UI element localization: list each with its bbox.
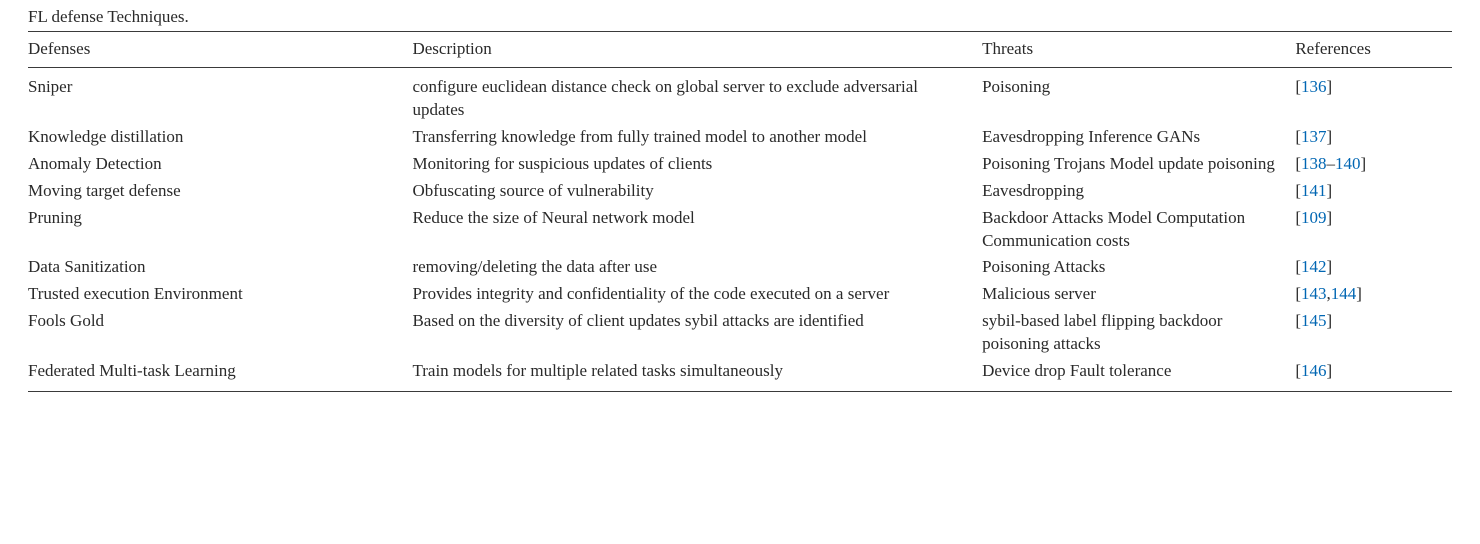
description-cell: Based on the diversity of client updates… [412, 308, 982, 358]
threats-cell: Poisoning Attacks [982, 254, 1295, 281]
table-row: Anomaly DetectionMonitoring for suspicio… [28, 151, 1452, 178]
threats-cell: sybil-based label flipping backdoor pois… [982, 308, 1295, 358]
description-cell: Transferring knowledge from fully traine… [412, 124, 982, 151]
reference-cell: [142] [1295, 257, 1332, 276]
defense-cell: Federated Multi-task Learning [28, 358, 412, 391]
col-header-description: Description [412, 31, 982, 67]
defense-cell: Fools Gold [28, 308, 412, 358]
reference-cell: [137] [1295, 127, 1332, 146]
table-row: Data Sanitizationremoving/deleting the d… [28, 254, 1452, 281]
description-cell: configure euclidean distance check on gl… [412, 67, 982, 123]
table-header-row: Defenses Description Threats References [28, 31, 1452, 67]
references-cell: [109] [1295, 205, 1452, 255]
defense-cell: Pruning [28, 205, 412, 255]
threats-cell: Eavesdropping [982, 178, 1295, 205]
reference-cell: [138–140] [1295, 154, 1366, 173]
defense-cell: Data Sanitization [28, 254, 412, 281]
references-cell: [143,144] [1295, 281, 1452, 308]
reference-link[interactable]: 143 [1301, 284, 1327, 303]
reference-link[interactable]: 144 [1331, 284, 1357, 303]
reference-cell: [141] [1295, 181, 1332, 200]
table-row: Moving target defenseObfuscating source … [28, 178, 1452, 205]
reference-cell: [145] [1295, 311, 1332, 330]
references-cell: [145] [1295, 308, 1452, 358]
fl-defense-table: Defenses Description Threats References … [28, 31, 1452, 392]
table-caption: FL defense Techniques. [28, 6, 1452, 29]
threats-cell: Poisoning Trojans Model update poisoning [982, 151, 1295, 178]
threats-cell: Device drop Fault tolerance [982, 358, 1295, 391]
reference-link[interactable]: 146 [1301, 361, 1327, 380]
col-header-threats: Threats [982, 31, 1295, 67]
table-body: Sniperconfigure euclidean distance check… [28, 67, 1452, 391]
defense-cell: Anomaly Detection [28, 151, 412, 178]
table-container: FL defense Techniques. Defenses Descript… [0, 0, 1480, 404]
table-row: Federated Multi-task LearningTrain model… [28, 358, 1452, 391]
description-cell: removing/deleting the data after use [412, 254, 982, 281]
reference-cell: [109] [1295, 208, 1332, 227]
references-cell: [137] [1295, 124, 1452, 151]
description-cell: Obfuscating source of vulnerability [412, 178, 982, 205]
table-row: PruningReduce the size of Neural network… [28, 205, 1452, 255]
description-cell: Monitoring for suspicious updates of cli… [412, 151, 982, 178]
references-cell: [138–140] [1295, 151, 1452, 178]
reference-cell: [146] [1295, 361, 1332, 380]
reference-link[interactable]: 140 [1335, 154, 1361, 173]
reference-link[interactable]: 109 [1301, 208, 1327, 227]
defense-cell: Knowledge distillation [28, 124, 412, 151]
reference-cell: [143,144] [1295, 284, 1362, 303]
description-cell: Train models for multiple related tasks … [412, 358, 982, 391]
reference-link[interactable]: 137 [1301, 127, 1327, 146]
table-row: Knowledge distillationTransferring knowl… [28, 124, 1452, 151]
description-cell: Reduce the size of Neural network model [412, 205, 982, 255]
reference-cell: [136] [1295, 77, 1332, 96]
defense-cell: Moving target defense [28, 178, 412, 205]
references-cell: [146] [1295, 358, 1452, 391]
threats-cell: Poisoning [982, 67, 1295, 123]
threats-cell: Eavesdropping Inference GANs [982, 124, 1295, 151]
references-cell: [142] [1295, 254, 1452, 281]
threats-cell: Malicious server [982, 281, 1295, 308]
table-row: Trusted execution EnvironmentProvides in… [28, 281, 1452, 308]
table-row: Sniperconfigure euclidean distance check… [28, 67, 1452, 123]
reference-link[interactable]: 142 [1301, 257, 1327, 276]
reference-link[interactable]: 138 [1301, 154, 1327, 173]
col-header-defenses: Defenses [28, 31, 412, 67]
description-cell: Provides integrity and confidentiality o… [412, 281, 982, 308]
defense-cell: Trusted execution Environment [28, 281, 412, 308]
threats-cell: Backdoor Attacks Model Computation Commu… [982, 205, 1295, 255]
reference-link[interactable]: 141 [1301, 181, 1327, 200]
reference-link[interactable]: 145 [1301, 311, 1327, 330]
table-row: Fools GoldBased on the diversity of clie… [28, 308, 1452, 358]
references-cell: [136] [1295, 67, 1452, 123]
col-header-references: References [1295, 31, 1452, 67]
reference-link[interactable]: 136 [1301, 77, 1327, 96]
defense-cell: Sniper [28, 67, 412, 123]
references-cell: [141] [1295, 178, 1452, 205]
